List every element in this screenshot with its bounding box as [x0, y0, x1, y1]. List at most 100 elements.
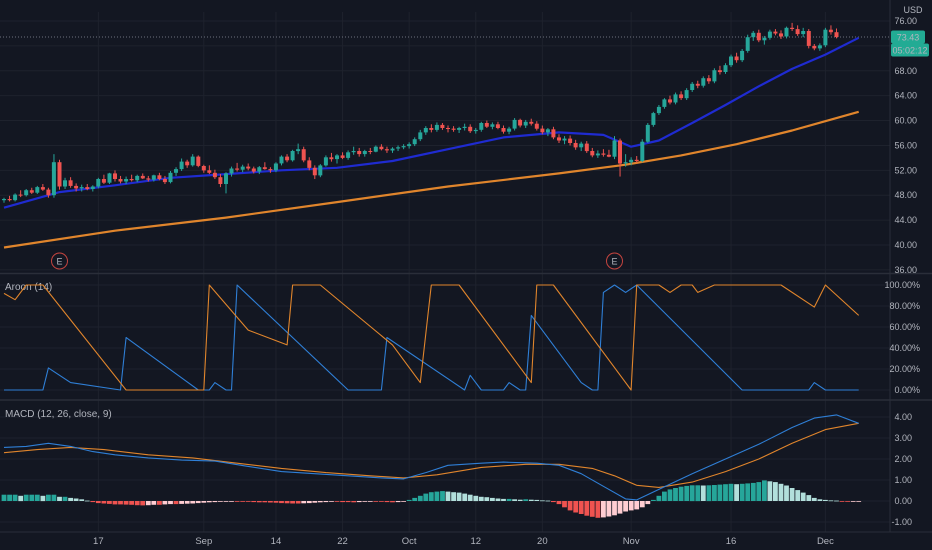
candle[interactable] [329, 152, 334, 162]
candle[interactable] [734, 52, 739, 63]
earnings-marker[interactable]: E [606, 252, 623, 270]
candle[interactable] [695, 80, 700, 89]
candle[interactable] [335, 154, 339, 164]
candle[interactable] [473, 128, 478, 134]
candle[interactable] [118, 175, 123, 184]
candle[interactable] [279, 155, 284, 166]
candle[interactable] [340, 152, 345, 160]
candle[interactable] [379, 144, 384, 151]
candle[interactable] [235, 162, 240, 172]
candle[interactable] [307, 157, 312, 171]
candle[interactable] [229, 166, 234, 177]
candle[interactable] [651, 111, 656, 127]
candle[interactable] [717, 65, 722, 75]
candle[interactable] [207, 165, 212, 175]
candle[interactable] [384, 146, 389, 153]
candle[interactable] [529, 118, 534, 126]
candle[interactable] [412, 137, 417, 147]
candle[interactable] [773, 29, 778, 36]
candle[interactable] [484, 120, 489, 129]
candle[interactable] [729, 54, 733, 68]
candle[interactable] [812, 44, 817, 51]
candle[interactable] [795, 25, 800, 36]
candle[interactable] [418, 129, 423, 142]
candle[interactable] [246, 163, 251, 171]
candle[interactable] [490, 122, 495, 130]
candle[interactable] [446, 125, 450, 133]
candle[interactable] [568, 135, 573, 146]
candle[interactable] [51, 154, 56, 198]
candle[interactable] [129, 174, 134, 182]
candle[interactable] [479, 121, 484, 132]
candle[interactable] [351, 146, 356, 155]
candle[interactable] [595, 150, 600, 158]
candle[interactable] [251, 166, 256, 174]
candle[interactable] [401, 144, 406, 150]
candle[interactable] [656, 105, 661, 115]
candle[interactable] [218, 174, 223, 188]
candle[interactable] [35, 185, 40, 194]
candle[interactable] [290, 149, 295, 162]
candle[interactable] [762, 35, 767, 45]
candle[interactable] [629, 157, 634, 166]
candle[interactable] [723, 63, 728, 74]
candle[interactable] [135, 174, 140, 183]
candle[interactable] [601, 149, 606, 157]
candle[interactable] [540, 125, 545, 135]
candle[interactable] [817, 43, 822, 51]
candle[interactable] [240, 164, 245, 173]
candle[interactable] [679, 91, 684, 101]
candle[interactable] [257, 165, 262, 175]
candle[interactable] [46, 187, 51, 198]
candle[interactable] [534, 121, 539, 131]
candle[interactable] [63, 177, 67, 189]
candle[interactable] [362, 149, 367, 157]
candle[interactable] [273, 162, 278, 173]
candle[interactable] [756, 29, 761, 43]
candle[interactable] [434, 122, 439, 132]
candle[interactable] [107, 172, 112, 185]
candle[interactable] [828, 25, 833, 35]
candle[interactable] [507, 126, 512, 135]
candle[interactable] [495, 121, 500, 130]
candle[interactable] [801, 27, 806, 38]
candle[interactable] [7, 195, 12, 202]
candle[interactable] [68, 177, 73, 188]
candle[interactable] [2, 197, 6, 203]
candle[interactable] [90, 185, 95, 192]
candle[interactable] [740, 49, 745, 63]
candle[interactable] [684, 88, 689, 101]
candle[interactable] [662, 98, 667, 109]
candle[interactable] [784, 26, 789, 39]
candle[interactable] [706, 75, 711, 84]
candle[interactable] [101, 174, 106, 185]
candle[interactable] [518, 118, 523, 128]
candle[interactable] [146, 175, 151, 182]
candle[interactable] [318, 164, 323, 178]
candle[interactable] [462, 123, 467, 131]
candle[interactable] [185, 159, 190, 168]
candle[interactable] [13, 193, 18, 202]
candle[interactable] [96, 177, 101, 189]
candle[interactable] [457, 126, 462, 133]
candle[interactable] [124, 176, 129, 185]
aroon-pane[interactable]: Aroon (14) [3, 282, 860, 391]
candle[interactable] [196, 155, 201, 168]
candle[interactable] [712, 68, 717, 84]
candle[interactable] [557, 134, 561, 143]
candle[interactable] [767, 29, 772, 40]
candle[interactable] [224, 172, 228, 194]
candle[interactable] [212, 169, 217, 180]
candle[interactable] [312, 165, 317, 180]
candle[interactable] [201, 164, 206, 173]
candle[interactable] [634, 156, 639, 163]
candle[interactable] [357, 147, 362, 157]
candle[interactable] [85, 184, 90, 191]
candle[interactable] [673, 92, 678, 105]
candle[interactable] [24, 189, 29, 197]
candle[interactable] [301, 146, 306, 163]
candle[interactable] [373, 145, 378, 153]
candle[interactable] [618, 138, 622, 177]
candle[interactable] [162, 175, 167, 185]
